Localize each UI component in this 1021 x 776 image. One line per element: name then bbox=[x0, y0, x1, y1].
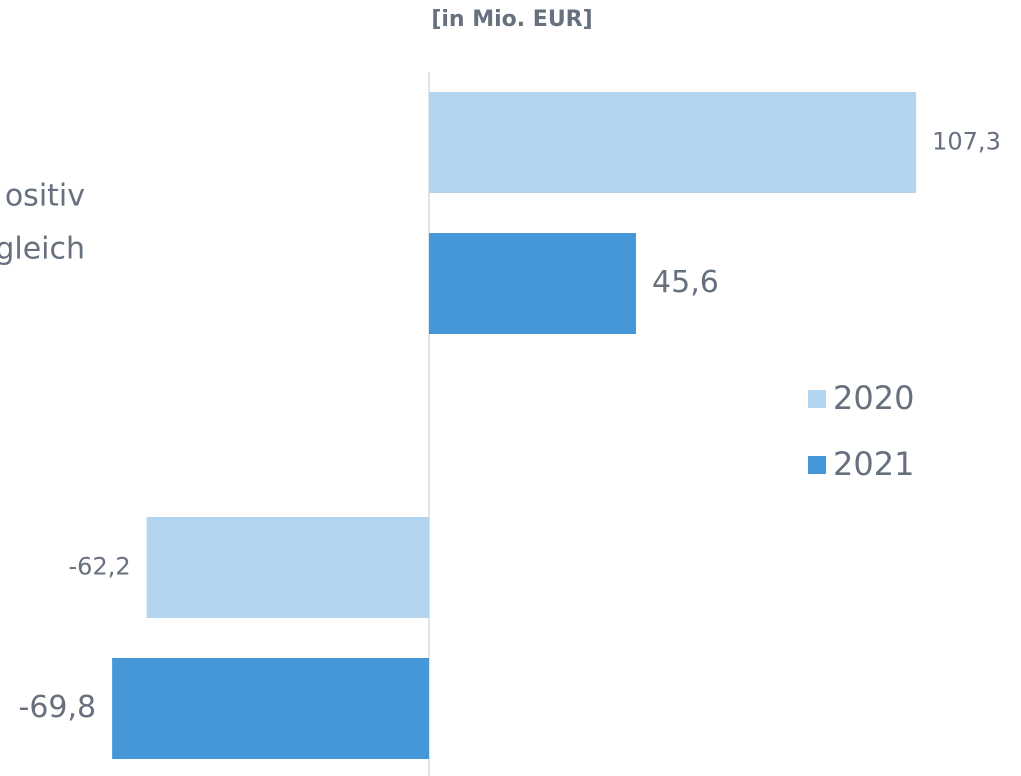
bar bbox=[429, 233, 637, 334]
legend-swatch bbox=[808, 456, 826, 474]
data-label: -69,8 bbox=[19, 690, 97, 725]
bar bbox=[112, 658, 430, 759]
bar bbox=[429, 92, 917, 193]
legend-label: 2020 bbox=[833, 379, 914, 417]
chart-subtitle: [in Mio. EUR] bbox=[431, 7, 592, 32]
data-label: 107,3 bbox=[932, 128, 1001, 156]
category-label: ositiv bbox=[5, 179, 85, 214]
category-label: gleich bbox=[0, 232, 85, 267]
legend-label: 2021 bbox=[833, 445, 914, 483]
data-label: -62,2 bbox=[69, 553, 131, 581]
data-label: 45,6 bbox=[652, 265, 719, 300]
bar bbox=[146, 517, 430, 618]
legend-swatch bbox=[808, 390, 826, 408]
